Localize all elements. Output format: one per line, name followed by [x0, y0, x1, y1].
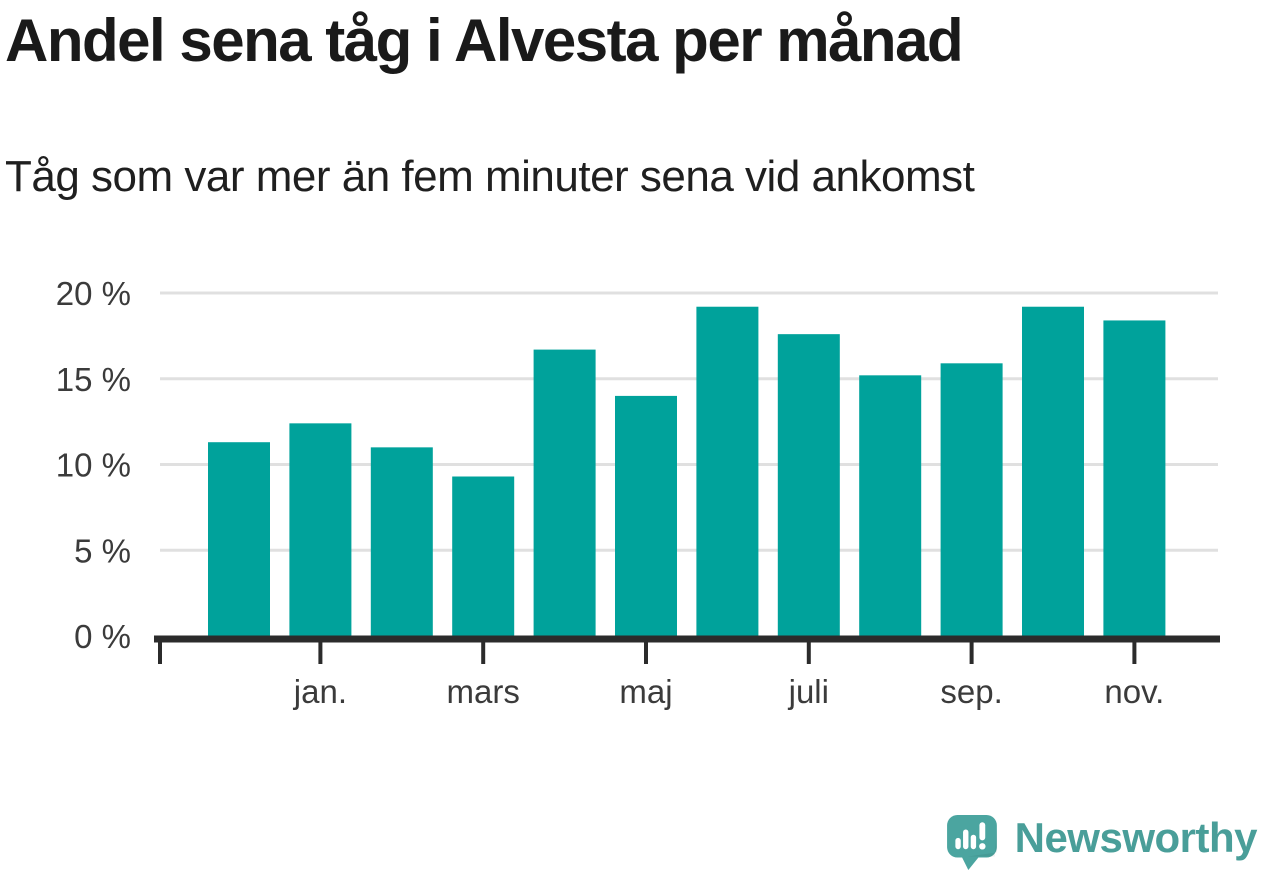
bar-9	[859, 375, 922, 636]
bar-3	[370, 447, 433, 636]
x-axis-tick-label: sep.	[940, 673, 1002, 710]
bar-6	[615, 395, 677, 636]
x-axis-tick-label: juli	[788, 673, 829, 710]
bar-7	[696, 306, 759, 636]
bar-8	[777, 334, 840, 636]
chart-title: Andel sena tåg i Alvesta per månad	[5, 7, 964, 74]
chart-subtitle: Tåg som var mer än fem minuter sena vid …	[5, 152, 975, 201]
y-axis-tick-label: 5 %	[74, 532, 131, 569]
logo-shade	[967, 827, 997, 857]
newsworthy-logo-text: Newsworthy	[1014, 814, 1258, 861]
bar-11	[1022, 306, 1084, 636]
bar-2	[289, 423, 352, 636]
bar-4	[452, 476, 515, 636]
x-axis-tick-label: jan.	[293, 673, 347, 710]
bar-1	[208, 442, 270, 636]
bar-10	[940, 363, 1003, 636]
newsworthy-logo: Newsworthy	[946, 814, 1258, 871]
y-axis-tick-label: 20 %	[56, 275, 131, 312]
bar-5	[533, 349, 596, 636]
bar-12	[1103, 320, 1166, 636]
y-axis-tick-label: 10 %	[56, 447, 131, 484]
y-axis-tick-label: 15 %	[56, 361, 131, 398]
x-axis-tick-label: mars	[447, 673, 520, 710]
logo-bars-icon	[954, 822, 986, 850]
y-axis-tick-label: 0 %	[74, 618, 131, 655]
newsworthy-logo-icon	[946, 815, 997, 870]
x-axis-tick-label: nov.	[1104, 673, 1164, 710]
x-axis-tick-label: maj	[619, 673, 672, 710]
